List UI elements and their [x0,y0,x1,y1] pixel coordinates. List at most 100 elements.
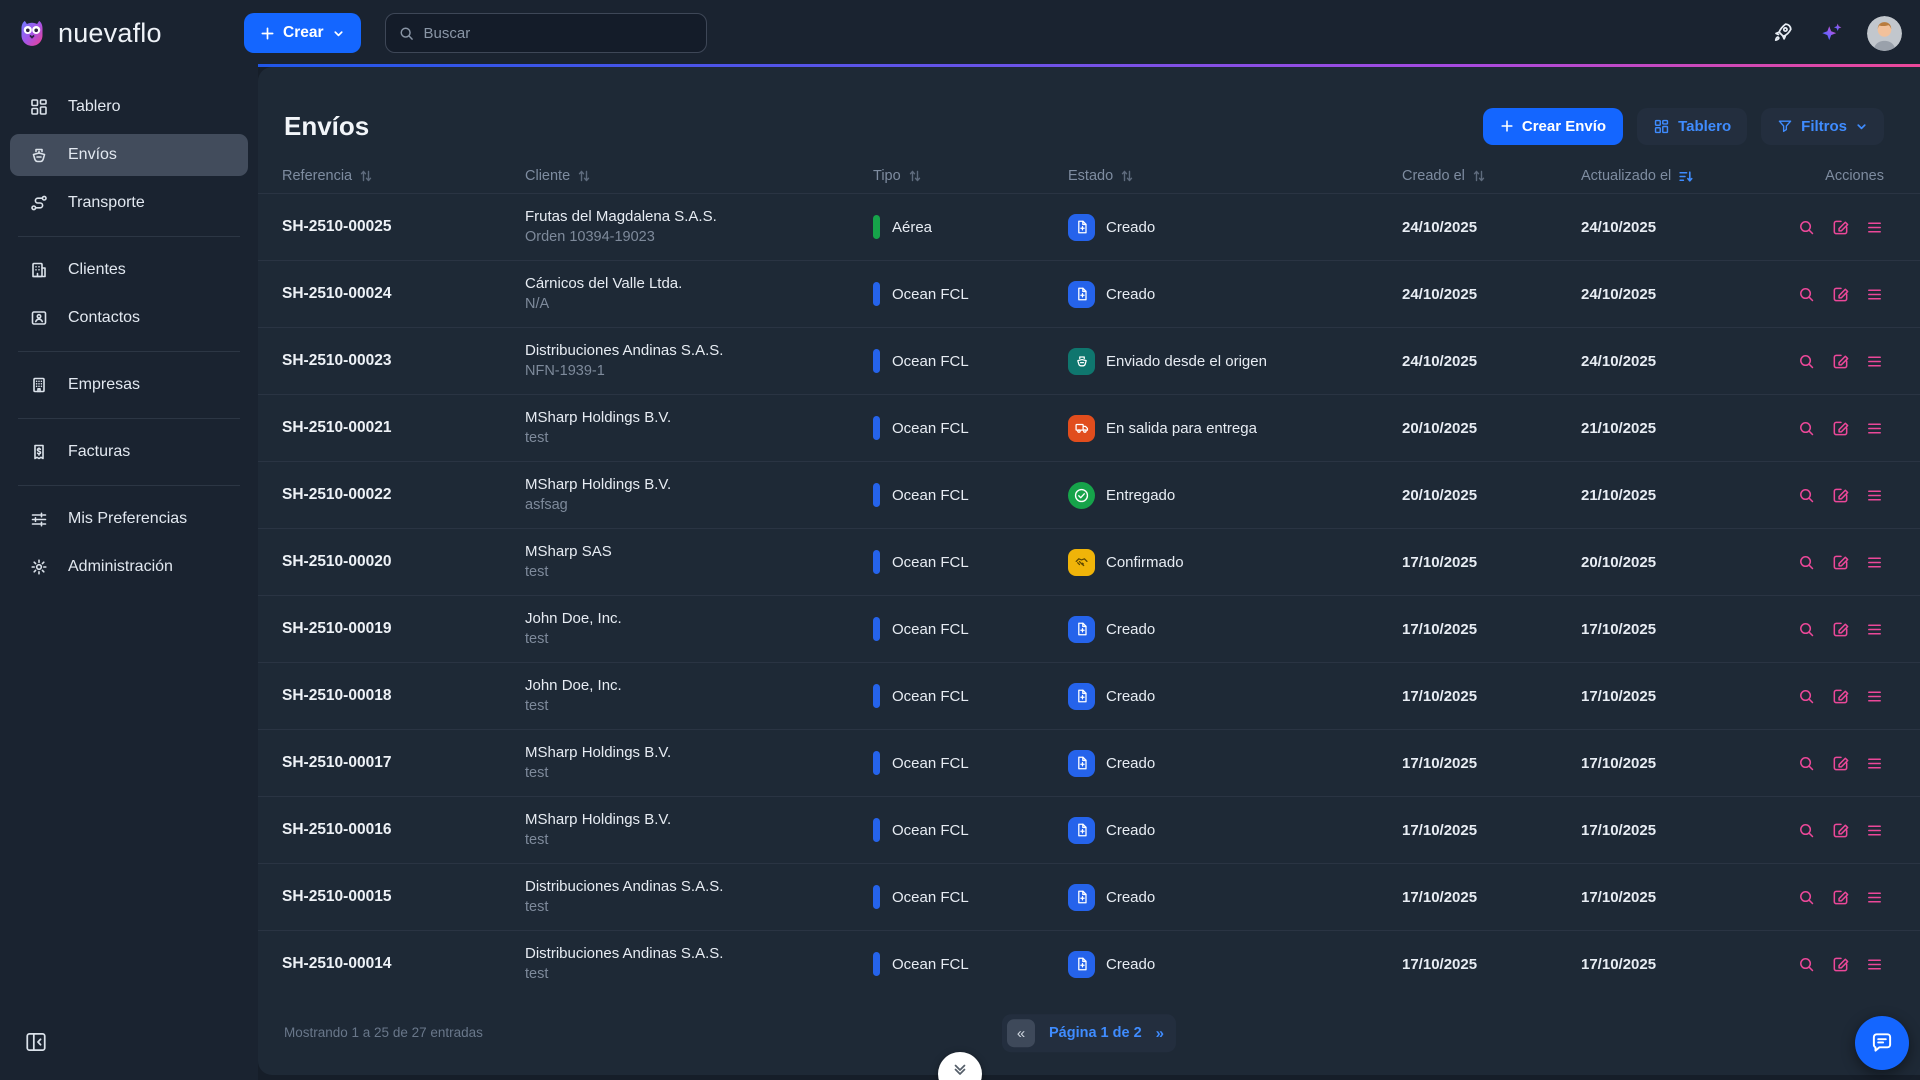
edit-icon[interactable] [1831,687,1850,706]
menu-icon[interactable] [1865,553,1884,572]
menu-icon[interactable] [1865,486,1884,505]
table-row[interactable]: SH-2510-00020 MSharp SAS test Ocean FCL … [258,528,1920,595]
table-row[interactable]: SH-2510-00023 Distribuciones Andinas S.A… [258,327,1920,394]
search-icon[interactable] [1797,687,1816,706]
search-icon[interactable] [1797,352,1816,371]
menu-icon[interactable] [1865,754,1884,773]
search-icon[interactable] [1797,620,1816,639]
invoice-icon [28,442,50,462]
edit-icon[interactable] [1831,419,1850,438]
table-row[interactable]: SH-2510-00021 MSharp Holdings B.V. test … [258,394,1920,461]
sidebar-item-administracion[interactable]: Administración [10,546,248,588]
client-cell: Distribuciones Andinas S.A.S. test [525,876,873,919]
search-input[interactable] [423,24,694,42]
type-label: Ocean FCL [892,687,969,705]
sidebar-item-contactos[interactable]: Contactos [10,297,248,339]
sort-desc-icon [1678,169,1693,184]
client-order-ref: test [525,631,549,648]
edit-icon[interactable] [1831,821,1850,840]
topbar-gradient-divider [258,64,1920,67]
search-icon[interactable] [1797,486,1816,505]
status-label: Enviado desde el origen [1106,352,1267,370]
rocket-icon[interactable] [1770,20,1796,46]
row-actions [1800,821,1884,840]
column-header-acciones: Acciones [1818,168,1884,184]
menu-icon[interactable] [1865,218,1884,237]
shipment-status: Creado [1068,213,1402,241]
menu-icon[interactable] [1865,687,1884,706]
edit-icon[interactable] [1831,620,1850,639]
sort-both-icon [577,169,591,183]
chat-widget-button[interactable] [1855,1016,1909,1070]
table-row[interactable]: SH-2510-00019 John Doe, Inc. test Ocean … [258,595,1920,662]
table-row[interactable]: SH-2510-00014 Distribuciones Andinas S.A… [258,930,1920,997]
column-header-creado-el[interactable]: Creado el [1402,168,1581,184]
user-avatar[interactable] [1867,15,1902,51]
edit-icon[interactable] [1831,888,1850,907]
table-row[interactable]: SH-2510-00024 Cárnicos del Valle Ltda. N… [258,260,1920,327]
shipment-reference: SH-2510-00016 [282,821,392,838]
sidebar-item-clientes[interactable]: Clientes [10,249,248,291]
search-icon[interactable] [1797,888,1816,907]
sidebar-item-envios[interactable]: Envíos [10,134,248,176]
client-order-ref: test [525,698,549,715]
search-icon[interactable] [1797,553,1816,572]
board-view-button[interactable]: Tablero [1637,107,1748,145]
scroll-down-button[interactable] [938,1052,982,1080]
column-header-tipo[interactable]: Tipo [873,168,1068,184]
shipment-type: Ocean FCL [873,885,1068,909]
search-icon[interactable] [1797,754,1816,773]
table-row[interactable]: SH-2510-00025 Frutas del Magdalena S.A.S… [258,193,1920,260]
search-icon[interactable] [1797,419,1816,438]
grid-icon [1653,118,1670,135]
sidebar-item-label: Transporte [68,194,145,211]
menu-icon[interactable] [1865,419,1884,438]
global-search[interactable] [384,13,707,53]
menu-icon[interactable] [1865,620,1884,639]
column-header-cliente[interactable]: Cliente [525,168,873,184]
table-row[interactable]: SH-2510-00017 MSharp Holdings B.V. test … [258,729,1920,796]
next-page-button[interactable]: » [1156,1025,1168,1042]
previous-page-button[interactable]: « [1006,1019,1035,1048]
sidebar-item-mis-preferencias[interactable]: Mis Preferencias [10,498,248,540]
edit-icon[interactable] [1831,754,1850,773]
edit-icon[interactable] [1831,955,1850,974]
filters-button[interactable]: Filtros [1761,107,1884,145]
column-header-estado[interactable]: Estado [1068,168,1402,184]
global-create-button[interactable]: Crear [244,13,361,53]
edit-icon[interactable] [1831,218,1850,237]
edit-icon[interactable] [1831,486,1850,505]
sidebar-item-transporte[interactable]: Transporte [10,182,248,224]
row-actions [1800,352,1884,371]
column-header-referencia[interactable]: Referencia [282,168,525,184]
table-row[interactable]: SH-2510-00018 John Doe, Inc. test Ocean … [258,662,1920,729]
menu-icon[interactable] [1865,352,1884,371]
client-name: Distribuciones Andinas S.A.S. [525,341,724,359]
edit-icon[interactable] [1831,553,1850,572]
client-order-ref: Orden 10394-19023 [525,229,655,246]
created-date: 20/10/2025 [1402,486,1478,504]
client-order-ref: test [525,966,549,983]
sidebar-collapse-icon[interactable] [24,1030,48,1054]
table-row[interactable]: SH-2510-00016 MSharp Holdings B.V. test … [258,796,1920,863]
table-row[interactable]: SH-2510-00015 Distribuciones Andinas S.A… [258,863,1920,930]
search-icon[interactable] [1797,821,1816,840]
search-icon[interactable] [1797,285,1816,304]
search-icon[interactable] [1797,955,1816,974]
menu-icon[interactable] [1865,821,1884,840]
search-icon[interactable] [1797,218,1816,237]
menu-icon[interactable] [1865,285,1884,304]
edit-icon[interactable] [1831,285,1850,304]
menu-icon[interactable] [1865,955,1884,974]
menu-icon[interactable] [1865,888,1884,907]
edit-icon[interactable] [1831,352,1850,371]
column-header-actualizado-el[interactable]: Actualizado el [1581,168,1818,184]
shipment-type: Ocean FCL [873,684,1068,708]
sidebar-item-empresas[interactable]: Empresas [10,364,248,406]
table-row[interactable]: SH-2510-00022 MSharp Holdings B.V. asfsa… [258,461,1920,528]
sidebar-item-facturas[interactable]: Facturas [10,431,248,473]
sidebar-item-tablero[interactable]: Tablero [10,86,248,128]
client-cell: MSharp Holdings B.V. test [525,407,873,450]
sparkles-icon[interactable] [1818,20,1845,47]
create-shipment-button[interactable]: Crear Envío [1482,107,1624,145]
